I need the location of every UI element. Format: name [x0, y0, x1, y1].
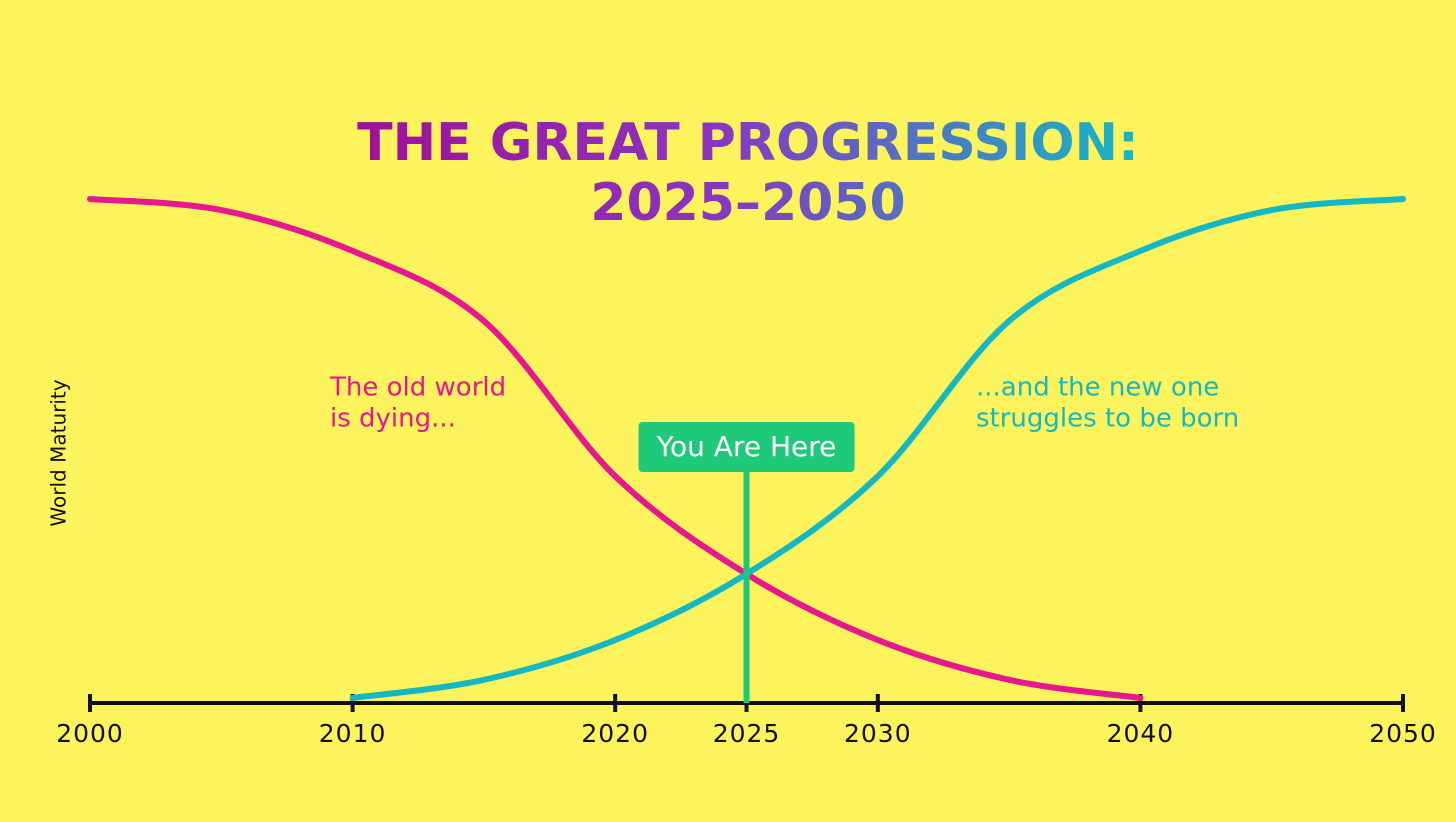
series-line	[87, 196, 1144, 701]
annotation: is dying...	[330, 404, 456, 434]
x-tick-label: 2050	[1369, 719, 1437, 748]
x-tick-label: 2010	[319, 719, 387, 748]
chart-subtitle: 2025–2050	[590, 173, 905, 233]
marker-label: You Are Here	[656, 430, 837, 463]
x-tick-label: 2000	[56, 719, 124, 748]
annotation: ...and the new one	[976, 373, 1219, 403]
y-axis-label: World Maturity	[47, 379, 71, 526]
x-tick-label: 2025	[713, 719, 781, 748]
annotation: struggles to be born	[976, 404, 1239, 434]
x-tick-label: 2020	[581, 719, 649, 748]
x-tick-label: 2040	[1107, 719, 1175, 748]
marker-box	[638, 422, 855, 472]
annotation: The old world	[329, 373, 506, 403]
x-tick-label: 2030	[844, 719, 912, 748]
series-line	[349, 196, 1406, 701]
chart-title: THE GREAT PROGRESSION:	[357, 113, 1139, 173]
